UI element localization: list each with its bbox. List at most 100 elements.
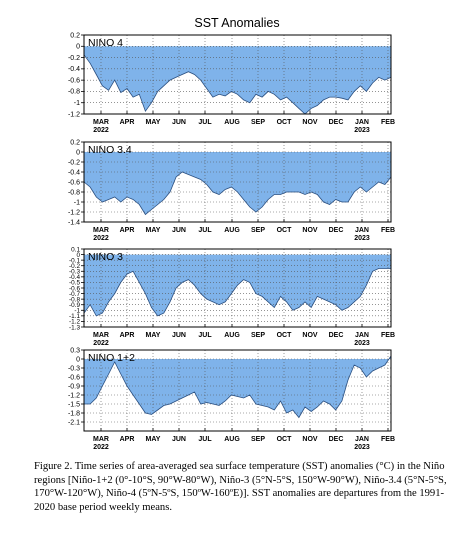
y-tick-label: -1.2 xyxy=(68,392,80,399)
x-tick-label: OCT xyxy=(277,436,293,443)
y-tick-label: -0.2 xyxy=(68,159,80,166)
y-tick-label: 0 xyxy=(76,44,80,51)
x-tick-label: JUL xyxy=(198,227,212,234)
anomaly-line xyxy=(83,268,391,317)
x-tick-label: JUL xyxy=(198,436,212,443)
y-tick-label: -0.6 xyxy=(68,374,80,381)
y-tick-label: -0.6 xyxy=(68,179,80,186)
x-tick-label: JUL xyxy=(198,119,212,126)
y-tick-label: 0.3 xyxy=(70,347,80,354)
y-tick-label: -0.4 xyxy=(69,274,80,281)
x-tick-label: AUG xyxy=(224,436,240,443)
y-tick-label: -1 xyxy=(74,308,80,315)
x-tick-label: NOV xyxy=(302,436,318,443)
x-tick-label: OCT xyxy=(277,227,293,234)
x-year-label: 2023 xyxy=(354,340,370,347)
x-year-label: 2023 xyxy=(354,127,370,134)
x-tick-label: JAN xyxy=(355,119,369,126)
x-tick-label: NOV xyxy=(302,332,318,339)
y-tick-label: -0.7 xyxy=(69,291,80,298)
y-tick-label: -0.4 xyxy=(68,66,80,73)
sst-anomalies-figure: SST Anomalies 0.2 0 -0.2 -0.4 -0.6 -0.8 -1 -1.2… xyxy=(68,16,395,451)
x-tick-label: APR xyxy=(120,436,135,443)
y-tick-label: -1.2 xyxy=(68,209,80,216)
x-tick-label: AUG xyxy=(224,119,240,126)
x-year-label: 2022 xyxy=(93,127,109,134)
x-tick-label: DEC xyxy=(329,332,344,339)
x-tick-label: DEC xyxy=(329,119,344,126)
x-tick-label: MAY xyxy=(146,332,161,339)
anomaly-area xyxy=(84,152,391,215)
x-tick-label: JAN xyxy=(355,436,369,443)
x-tick-label: FEB xyxy=(381,119,395,126)
x-tick-label: FEB xyxy=(381,227,395,234)
x-tick-label: MAR xyxy=(93,227,109,234)
y-tick-label: -1.4 xyxy=(68,219,80,226)
y-tick-label: -0.8 xyxy=(68,89,80,96)
x-tick-label: DEC xyxy=(329,436,344,443)
x-tick-label: SEP xyxy=(251,119,265,126)
y-tick-label: -1.5 xyxy=(68,401,80,408)
anomaly-line xyxy=(83,171,392,216)
y-tick-label: -0.9 xyxy=(68,383,80,390)
x-tick-label: MAR xyxy=(93,436,109,443)
y-tick-label: 0 xyxy=(76,356,80,363)
x-tick-label: NOV xyxy=(302,119,318,126)
x-tick-label: JUN xyxy=(172,227,186,234)
panel-3: 0.3 0 -0.3 -0.6 -0.9 -1.2 -1.5 -1.8 -2.1 MAR APR MA… xyxy=(68,347,395,451)
panel-frame xyxy=(83,34,392,115)
x-year-label: 2023 xyxy=(354,444,370,451)
y-tick-label: -0.6 xyxy=(69,285,80,292)
panel-title: NINO 3 xyxy=(88,251,123,263)
y-tick-label: -0.2 xyxy=(68,55,80,62)
anomaly-area xyxy=(84,356,391,418)
x-tick-label: MAR xyxy=(93,119,109,126)
x-tick-label: NOV xyxy=(302,227,318,234)
x-tick-label: OCT xyxy=(277,119,293,126)
y-tick-label: 0 xyxy=(76,149,80,156)
x-tick-label: FEB xyxy=(381,332,395,339)
y-tick-label: -0.1 xyxy=(69,257,80,264)
x-tick-label: AUG xyxy=(224,227,240,234)
x-tick-label: DEC xyxy=(329,227,344,234)
panel-2: 0.10-0.1-0.2-0.3-0.4-0.5-0.6-0.7-0.8-0.9… xyxy=(69,246,395,347)
panel-0: 0.2 0 -0.2 -0.4 -0.6 -0.8 -1 -1.2 MAR APR MAY JUN JU… xyxy=(68,32,395,134)
y-tick-label: 0.1 xyxy=(71,246,80,253)
y-tick-label: -0.3 xyxy=(69,269,80,276)
y-tick-label: -0.8 xyxy=(68,189,80,196)
x-year-label: 2022 xyxy=(93,444,109,451)
y-tick-label: 0.2 xyxy=(70,32,80,39)
x-tick-label: SEP xyxy=(251,227,265,234)
x-tick-label: MAY xyxy=(146,436,161,443)
y-tick-label: -1.2 xyxy=(68,111,80,118)
x-tick-label: JUL xyxy=(198,332,212,339)
anomaly-line xyxy=(83,54,392,115)
x-tick-label: MAY xyxy=(146,119,161,126)
panel-1: 0.2 0 -0.2 -0.4 -0.6 -0.8 -1 -1.2 -1.4 MAR APR MAY J… xyxy=(68,139,395,242)
x-tick-label: APR xyxy=(120,227,135,234)
y-tick-label: -1 xyxy=(74,199,80,206)
figure-title: SST Anomalies xyxy=(194,16,279,30)
y-tick-label: -0.9 xyxy=(69,302,80,309)
anomaly-area xyxy=(84,254,391,316)
x-tick-label: OCT xyxy=(277,332,293,339)
y-tick-label: -0.6 xyxy=(68,77,80,84)
panel-frame xyxy=(83,349,392,432)
x-tick-label: JUN xyxy=(172,119,186,126)
y-tick-label: -0.3 xyxy=(68,365,80,372)
x-year-label: 2023 xyxy=(354,235,370,242)
x-year-label: 2022 xyxy=(93,340,109,347)
y-tick-label: -1.8 xyxy=(68,410,80,417)
panel-title: NINO 4 xyxy=(88,37,123,49)
figure-caption: Figure 2. Time series of area-averaged s… xyxy=(34,461,447,513)
panel-title: NINO 1+2 xyxy=(88,352,135,364)
y-tick-label: -0.5 xyxy=(69,280,80,287)
x-tick-label: JAN xyxy=(355,227,369,234)
x-tick-label: AUG xyxy=(224,332,240,339)
y-tick-label: -0.4 xyxy=(68,169,80,176)
x-tick-label: JAN xyxy=(355,332,369,339)
y-tick-label: -1.2 xyxy=(69,319,80,326)
panel-title: NINO 3.4 xyxy=(88,144,132,156)
anomaly-line xyxy=(84,355,392,419)
x-tick-label: JUN xyxy=(172,332,186,339)
